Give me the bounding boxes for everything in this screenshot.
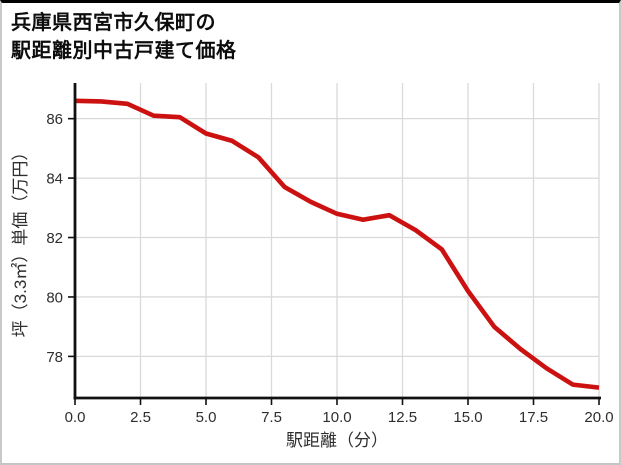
x-tick-label: 20.0: [584, 409, 613, 426]
y-axis-title: 坪（3.3㎡）単価（万円）: [11, 144, 30, 338]
chart-title: 兵庫県西宮市久保町の 駅距離別中古戸建て価格: [11, 9, 237, 65]
x-tick-label: 17.5: [519, 409, 548, 426]
price-data-line: [74, 98, 600, 390]
x-tick-label: 2.5: [130, 409, 151, 426]
price-line-chart: 0.0 2.5 5.0 7.5 10.0 12.5 15.0 17.5 20.0 78 80 82 84…: [11, 83, 614, 450]
x-tick-label: 12.5: [388, 409, 417, 426]
y-tick-label: 80: [46, 289, 63, 306]
x-axis-title: 駅距離（分）: [286, 431, 388, 450]
y-tick-label: 86: [46, 111, 63, 128]
chart-title-line1: 兵庫県西宮市久保町の: [11, 12, 216, 34]
x-tick-label: 15.0: [453, 409, 482, 426]
y-tick-label: 82: [46, 230, 63, 247]
x-tick-label: 5.0: [196, 409, 217, 426]
y-tick-label: 84: [46, 171, 63, 188]
x-tick-label: 10.0: [322, 409, 351, 426]
y-tick-label: 78: [46, 349, 63, 366]
x-tick-label: 0.0: [65, 409, 86, 426]
chart-title-line2: 駅距離別中古戸建て価格: [11, 40, 237, 62]
x-tick-label: 7.5: [261, 409, 282, 426]
